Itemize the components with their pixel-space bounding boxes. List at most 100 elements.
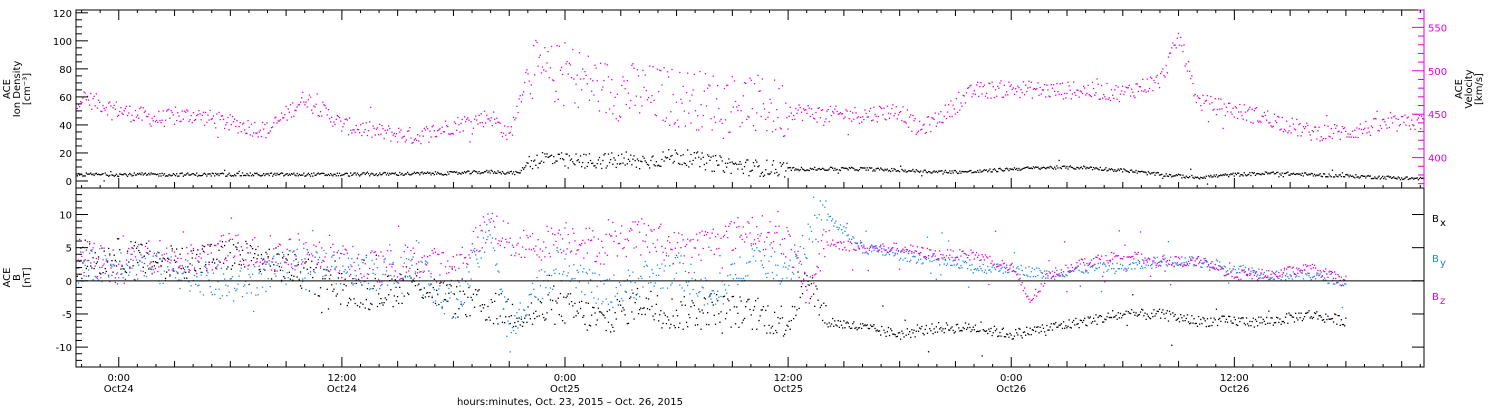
ion-density-point xyxy=(113,175,115,177)
bz-field-point xyxy=(381,283,383,286)
by-field-point xyxy=(1292,271,1294,273)
bx-field-point xyxy=(1120,317,1123,319)
ion-density-point xyxy=(794,169,796,171)
by-field-point xyxy=(285,283,287,285)
velocity-point xyxy=(1018,87,1020,89)
bx-field-point xyxy=(234,262,236,264)
ion-density-point xyxy=(669,158,671,160)
velocity-point xyxy=(1134,96,1136,99)
by-field-point xyxy=(109,254,111,257)
bx-field-point xyxy=(1240,317,1242,320)
ion-density-point xyxy=(699,166,701,168)
bx-field-point xyxy=(827,326,829,328)
bz-field-point xyxy=(259,261,261,263)
ion-density-point xyxy=(167,175,169,177)
bz-field-point xyxy=(226,259,228,262)
bx-field-point xyxy=(844,327,846,329)
bz-field-point xyxy=(199,253,201,255)
bx-field-point xyxy=(697,324,699,326)
by-field-point xyxy=(425,261,428,263)
by-field-point xyxy=(1104,263,1106,265)
velocity-point xyxy=(828,121,830,123)
bx-field-point xyxy=(205,264,207,266)
bx-field-point xyxy=(535,310,537,312)
by-field-point xyxy=(582,271,584,273)
by-field-point xyxy=(302,278,304,280)
by-field-point xyxy=(938,259,940,261)
bx-field-point xyxy=(1196,325,1199,327)
bz-field-point xyxy=(228,232,230,235)
ion-density-point xyxy=(250,175,253,177)
by-field-point xyxy=(575,287,577,289)
ion-density-point xyxy=(444,173,447,175)
ion-density-point xyxy=(1244,174,1247,176)
by-field-point xyxy=(414,271,417,273)
velocity-point xyxy=(994,89,997,91)
ion-density-point xyxy=(164,175,167,177)
by-field-point xyxy=(1022,273,1025,276)
velocity-point xyxy=(1091,81,1094,83)
velocity-point xyxy=(288,111,290,113)
velocity-point xyxy=(1084,87,1086,89)
bx-field-point xyxy=(1286,313,1288,315)
bx-field-point xyxy=(240,264,242,266)
by-field-point xyxy=(996,263,998,265)
ion-density-point xyxy=(856,169,858,171)
bx-field-point xyxy=(470,296,472,299)
bx-field-point xyxy=(1059,324,1061,326)
velocity-point xyxy=(83,91,85,93)
ion-density-point xyxy=(1245,175,1248,177)
by-field-point xyxy=(477,262,479,264)
ion-density-point xyxy=(1303,172,1306,174)
ion-density-point xyxy=(1402,178,1404,181)
ion-density-point xyxy=(222,173,225,175)
velocity-point xyxy=(886,105,888,107)
bx-field-point xyxy=(363,259,365,261)
velocity-point xyxy=(800,111,803,113)
ion-density-point xyxy=(911,170,913,172)
velocity-point xyxy=(1271,126,1273,128)
velocity-point xyxy=(1293,128,1296,130)
bx-field-point xyxy=(1001,328,1003,330)
bx-field-point xyxy=(1181,317,1183,319)
by-field-point xyxy=(229,278,231,280)
bz-field-point xyxy=(93,242,95,245)
velocity-point xyxy=(1045,96,1047,98)
velocity-point xyxy=(546,62,548,64)
bz-field-point xyxy=(163,253,166,255)
ion-density-point xyxy=(1240,174,1242,176)
velocity-point xyxy=(582,68,584,70)
by-field-point xyxy=(1224,266,1226,268)
by-field-point xyxy=(1013,252,1016,254)
bx-field-point xyxy=(634,302,636,304)
by-field-point xyxy=(458,281,460,283)
bz-field-point xyxy=(158,266,160,268)
ion-density-point xyxy=(302,174,304,176)
by-field-point xyxy=(413,277,415,280)
by-field-point xyxy=(941,232,943,234)
velocity-point xyxy=(825,118,827,120)
bx-field-point xyxy=(343,283,345,285)
by-field-point xyxy=(894,254,896,256)
ion-density-point xyxy=(949,170,951,172)
bz-field-point xyxy=(246,247,248,249)
bx-field-point xyxy=(188,271,190,273)
ion-density-point xyxy=(1145,172,1147,174)
bx-field-point xyxy=(734,323,737,325)
by-field-point xyxy=(1194,264,1196,267)
velocity-point xyxy=(228,129,230,131)
velocity-point xyxy=(306,106,308,108)
bx-field-point xyxy=(828,322,830,324)
ion-density-point xyxy=(334,173,336,175)
velocity-point xyxy=(1399,123,1402,126)
ion-density-point xyxy=(919,171,921,173)
by-field-point xyxy=(1126,269,1128,271)
ion-density-point xyxy=(1280,174,1282,176)
velocity-point xyxy=(863,118,865,121)
bx-field-point xyxy=(1012,338,1014,340)
velocity-point xyxy=(496,117,498,119)
by-field-point xyxy=(630,281,632,283)
velocity-point xyxy=(624,88,626,90)
by-field-point xyxy=(973,268,975,271)
bx-field-point xyxy=(630,296,632,298)
